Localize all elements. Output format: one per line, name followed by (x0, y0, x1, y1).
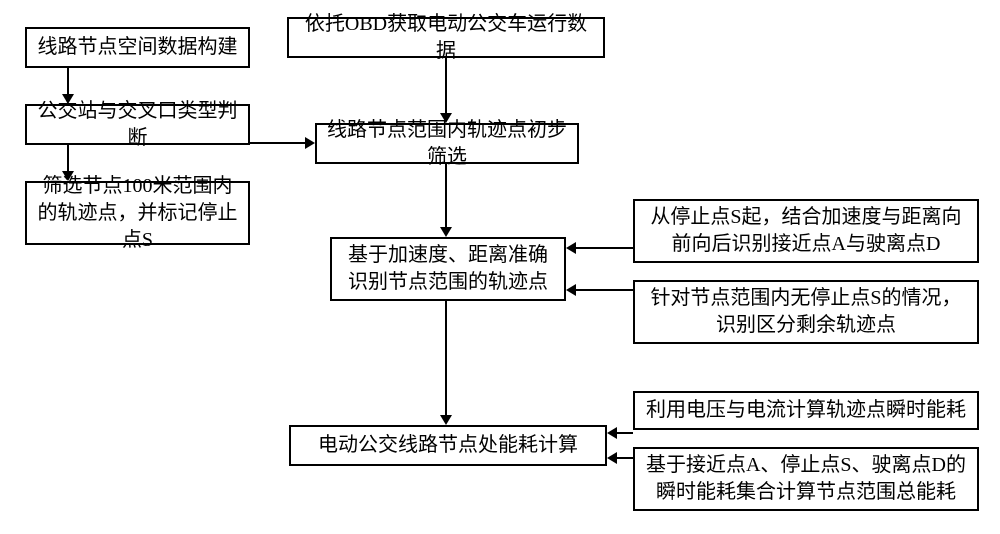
node-text: 电动公交线路节点处能耗计算 (318, 432, 578, 459)
arrow-head-icon (440, 227, 452, 237)
node-text: 线路节点空间数据构建 (38, 34, 238, 61)
node-mid2: 线路节点范围内轨迹点初步筛选 (315, 123, 579, 164)
node-text: 针对节点范围内无停止点S的情况，识别区分剩余轨迹点 (643, 285, 969, 339)
edge (67, 68, 69, 96)
edge (445, 58, 447, 113)
node-text: 利用电压与电流计算轨迹点瞬时能耗 (646, 397, 966, 424)
edge (67, 145, 69, 173)
node-left1: 线路节点空间数据构建 (25, 27, 250, 68)
node-right4: 基于接近点A、停止点S、驶离点D的瞬时能耗集合计算节点范围总能耗 (633, 447, 979, 511)
arrow-head-icon (607, 427, 617, 439)
edge (445, 301, 447, 415)
arrow-head-icon (566, 284, 576, 296)
edge (576, 247, 633, 249)
node-text: 线路节点范围内轨迹点初步筛选 (325, 117, 569, 171)
edge (576, 289, 633, 291)
node-mid4: 电动公交线路节点处能耗计算 (289, 425, 607, 466)
node-text: 依托OBD获取电动公交车运行数据 (297, 11, 595, 65)
node-mid3: 基于加速度、距离准确识别节点范围的轨迹点 (330, 237, 566, 301)
node-text: 公交站与交叉口类型判断 (35, 98, 240, 152)
arrow-head-icon (305, 137, 315, 149)
node-left3: 筛选节点100米范围内的轨迹点，并标记停止点S (25, 181, 250, 245)
arrow-head-icon (566, 242, 576, 254)
node-text: 基于接近点A、停止点S、驶离点D的瞬时能耗集合计算节点范围总能耗 (643, 452, 969, 506)
node-right1: 从停止点S起，结合加速度与距离向前向后识别接近点A与驶离点D (633, 199, 979, 263)
node-text: 基于加速度、距离准确识别节点范围的轨迹点 (340, 242, 556, 296)
edge (250, 142, 305, 144)
arrow-head-icon (440, 415, 452, 425)
arrow-head-icon (607, 452, 617, 464)
node-right3: 利用电压与电流计算轨迹点瞬时能耗 (633, 391, 979, 430)
edge (617, 457, 633, 459)
edge (617, 432, 633, 434)
node-right2: 针对节点范围内无停止点S的情况，识别区分剩余轨迹点 (633, 280, 979, 344)
node-text: 筛选节点100米范围内的轨迹点，并标记停止点S (35, 173, 240, 254)
arrow-head-icon (62, 171, 74, 181)
arrow-head-icon (62, 94, 74, 104)
arrow-head-icon (440, 113, 452, 123)
node-left2: 公交站与交叉口类型判断 (25, 104, 250, 145)
edge (445, 164, 447, 227)
node-text: 从停止点S起，结合加速度与距离向前向后识别接近点A与驶离点D (643, 204, 969, 258)
node-mid1: 依托OBD获取电动公交车运行数据 (287, 17, 605, 58)
